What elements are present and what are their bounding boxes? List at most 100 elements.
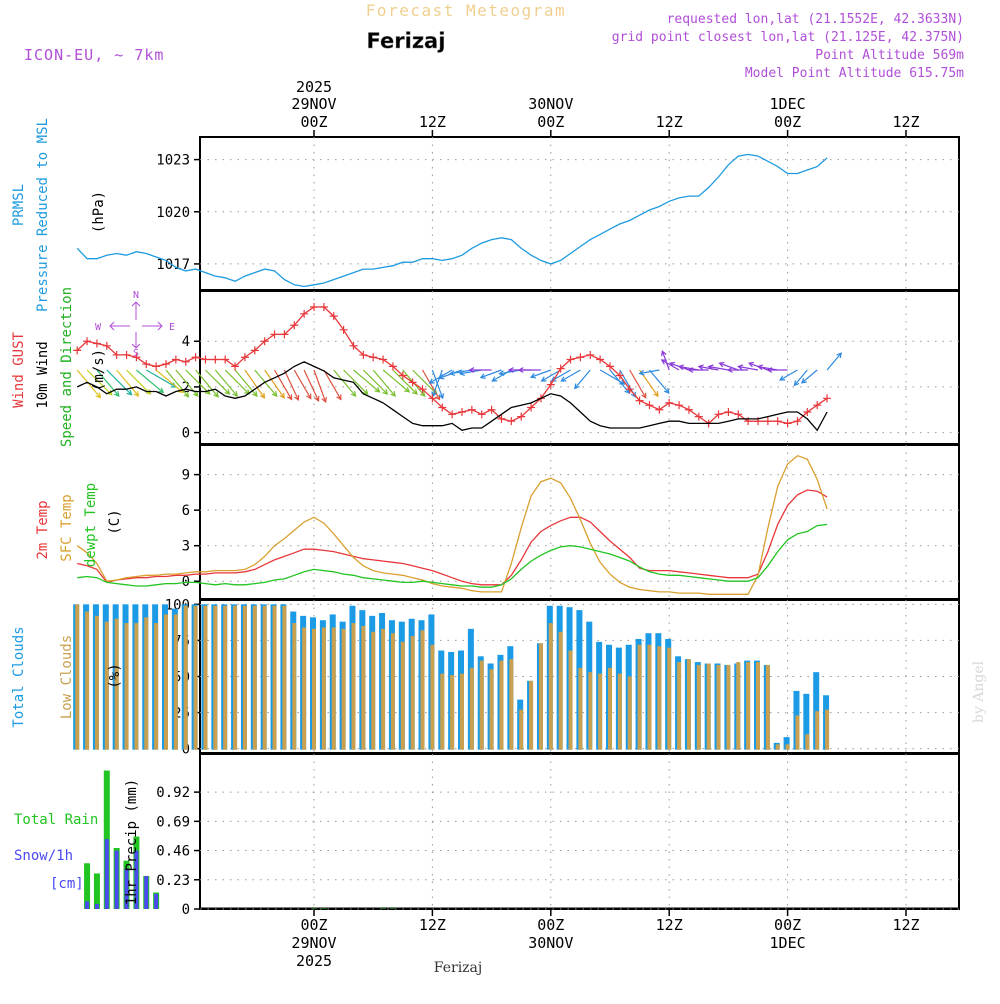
cloud-bar-low	[825, 709, 830, 750]
precip-ytick-label: 0.23	[156, 873, 190, 889]
wind-arrow	[800, 369, 818, 384]
panels: 1017102010230240369025507510000.230.460.…	[73, 136, 960, 918]
gust-marker	[714, 410, 723, 419]
wind-arrow	[234, 369, 258, 398]
cloud-bar-low	[114, 618, 119, 750]
temperature-ytick-label: 9	[182, 468, 190, 484]
gust-marker	[211, 355, 220, 364]
cloud-bar-low	[529, 680, 534, 750]
gust-marker	[260, 337, 269, 346]
gust-marker	[428, 394, 437, 403]
wind-arrow	[136, 369, 165, 394]
cloud-bar-low	[726, 664, 731, 750]
footer-place: Ferizaj	[434, 960, 482, 976]
cloud-bar-low	[213, 605, 218, 750]
gust-marker	[635, 396, 644, 405]
bottom-axis-date: 1DEC	[770, 934, 806, 952]
precip-frame	[199, 753, 960, 910]
wind-arrow	[264, 369, 285, 399]
temp-label-dewpt: dewpt Temp	[83, 483, 99, 567]
wind-arrow	[540, 369, 561, 382]
pressure-ylabel: (hPa)	[91, 191, 107, 233]
gust-marker	[221, 355, 230, 364]
cloud-bar-low	[390, 633, 395, 750]
cloud-bar-low	[499, 660, 504, 750]
gust-marker	[388, 362, 397, 371]
wind-arrow	[687, 367, 709, 373]
clouds-panel: 0255075100	[73, 597, 960, 758]
wind-ylabel: (m/s)	[91, 349, 107, 391]
gust-marker	[684, 405, 693, 414]
temperature-ytick-label: 3	[182, 539, 190, 555]
cloud-bar-low	[686, 659, 691, 750]
gust-marker	[280, 330, 289, 339]
cloud-bar-low	[75, 604, 80, 750]
cloud-bar-low	[361, 625, 366, 750]
gust-marker	[181, 357, 190, 366]
wind-arrow	[726, 367, 749, 373]
wind-arrow	[793, 369, 808, 387]
cloud-bar-low	[775, 744, 780, 750]
wind-label-gust: Wind GUST	[11, 332, 27, 408]
gust-marker	[645, 401, 654, 410]
wind-arrow	[274, 369, 293, 401]
gust-marker	[576, 353, 585, 362]
cloud-bar-low	[677, 662, 682, 750]
wind-arrow	[96, 369, 120, 398]
rain-bar	[93, 873, 100, 909]
bottom-axis-hour: 00Z	[774, 916, 801, 934]
wind-arrow	[707, 364, 729, 371]
snow-bar	[134, 850, 139, 909]
cloud-bar-low	[124, 623, 129, 750]
compass-n: N	[133, 290, 139, 301]
gust-marker	[369, 353, 378, 362]
gust-marker	[408, 378, 417, 387]
wind-arrow	[244, 369, 266, 399]
compass-arrows-icon	[109, 301, 163, 349]
temperature-line-dewpt-temp	[77, 523, 828, 588]
gust-marker	[231, 362, 240, 371]
precip-ytick-label: 0.92	[156, 785, 190, 801]
cloud-bar-low	[538, 643, 543, 750]
cloud-bar-low	[85, 611, 90, 750]
wind-arrow	[392, 369, 418, 395]
wind-side-labels: Wind GUST 10m Wind Speed and Direction (…	[11, 287, 175, 447]
gust-marker	[438, 403, 447, 412]
temperature-line-sfc-temp	[76, 454, 828, 595]
cloud-bar-low	[252, 605, 257, 750]
top-axis-hour: 00Z	[300, 113, 327, 131]
cloud-bar-low	[144, 617, 149, 750]
cloud-bar-low	[400, 641, 405, 750]
gust-marker	[497, 414, 506, 423]
precip-label-cm: [cm]	[50, 876, 84, 892]
wind-arrow	[697, 364, 719, 371]
cloud-bar-total	[813, 672, 820, 750]
place-title: Ferizaj	[367, 29, 446, 53]
wind-arrow	[498, 369, 522, 376]
cloud-bar-low	[647, 644, 652, 750]
cloud-bar-low	[460, 673, 464, 750]
wind-arrow	[165, 369, 190, 398]
wind-arrow	[372, 369, 396, 398]
gust-marker	[398, 371, 407, 380]
cloud-bar-low	[519, 709, 524, 750]
gust-markers	[73, 302, 832, 428]
info-line-4: Model Point Altitude 615.75m	[745, 66, 964, 81]
cloud-bar-low	[164, 614, 168, 750]
gust-marker	[527, 403, 536, 412]
wind-arrow	[382, 369, 411, 393]
gust-marker	[665, 398, 674, 407]
gust-marker	[763, 417, 772, 426]
bottom-axis-date: 30NOV	[528, 934, 573, 952]
precip-ylabel: 1hr Precip (mm)	[124, 779, 140, 905]
bottom-axis-hour: 00Z	[300, 916, 327, 934]
wind-arrow	[313, 369, 327, 404]
cloud-bar-low	[193, 605, 198, 750]
cloud-bar-low	[440, 673, 445, 750]
gust-marker	[615, 371, 624, 380]
wind-arrow	[283, 369, 300, 402]
wind-arrow	[638, 369, 660, 376]
precip-panel: 0 0.23 0.46 0.69 0.92	[84, 753, 960, 918]
temperature-ytick-label: 6	[182, 503, 190, 519]
